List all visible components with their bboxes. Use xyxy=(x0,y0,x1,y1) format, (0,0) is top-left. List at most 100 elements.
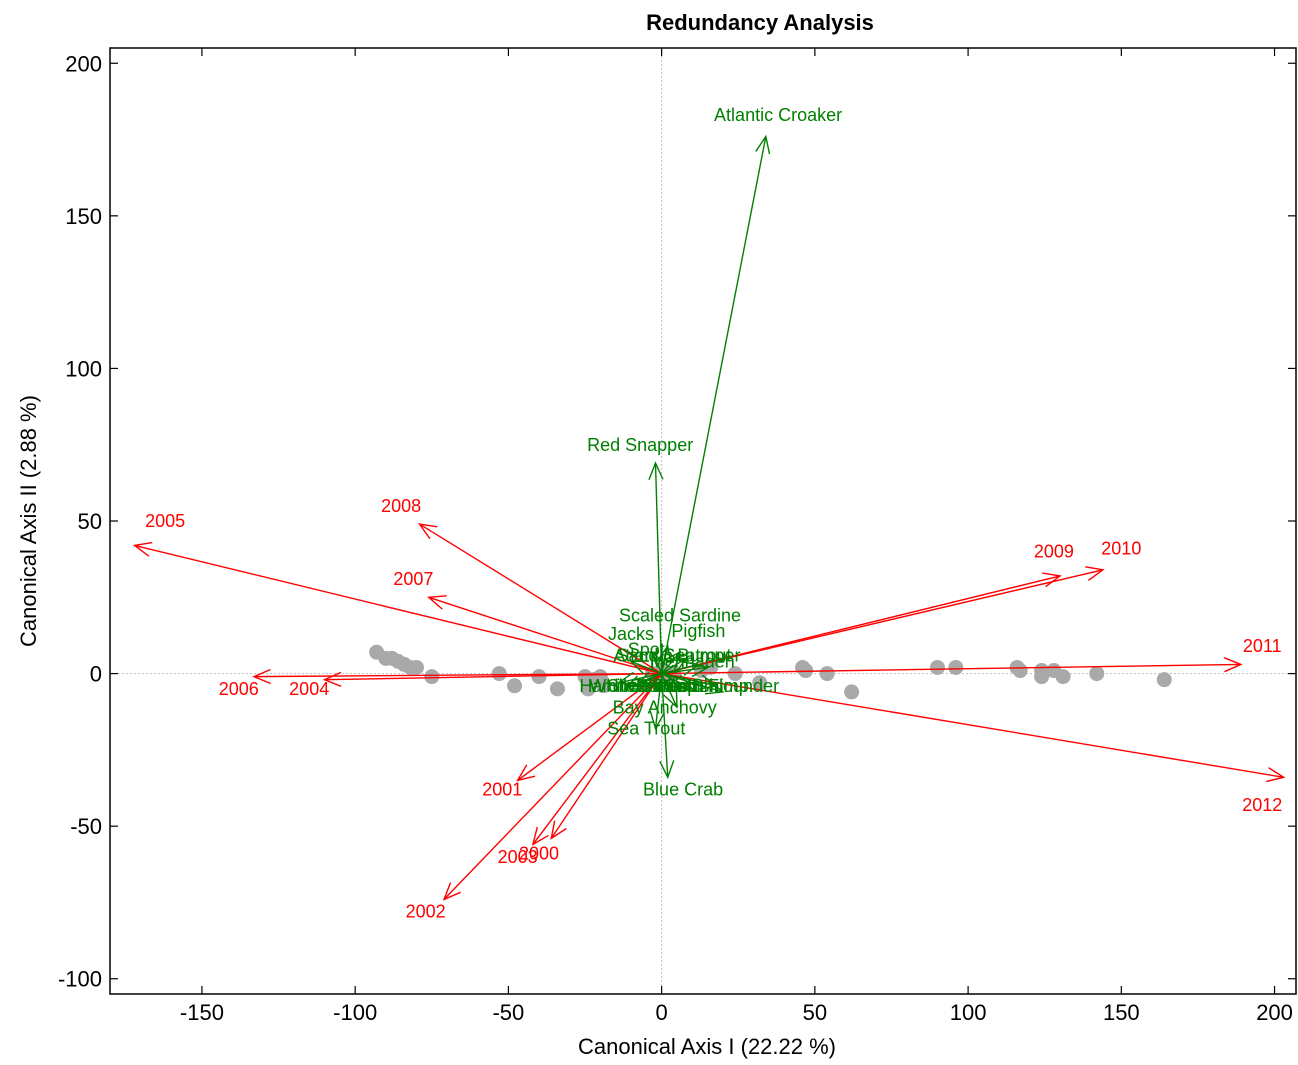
species-vector-arrowhead xyxy=(649,711,665,731)
species-vector-line xyxy=(660,673,669,778)
year-vector-arrowhead xyxy=(322,671,342,688)
chart-title: Redundancy Analysis xyxy=(646,10,874,35)
species-vector-line xyxy=(661,672,693,690)
year-vector-label: 2000 xyxy=(519,844,559,864)
species-vector-arrowhead xyxy=(659,760,675,780)
site-point xyxy=(595,678,611,694)
year-vector-arrowhead xyxy=(516,764,536,782)
site-point xyxy=(844,684,860,700)
species-vector-label: Red Snapper xyxy=(587,435,693,455)
year-vector-line xyxy=(324,672,662,681)
year-vector-arrowhead xyxy=(1085,566,1105,582)
species-vectors-layer: Atlantic Croaker Red Snapper Blue Crab Bay … xyxy=(579,105,842,799)
species-vector-label: Atlantic Bumper xyxy=(613,645,740,665)
species-vector-label: Scaled Sardine xyxy=(619,606,741,626)
y-tick-label: 150 xyxy=(65,204,102,229)
site-point xyxy=(1055,669,1071,685)
x-tick-label: 0 xyxy=(656,1000,668,1025)
site-point xyxy=(408,659,424,675)
species-vector-line xyxy=(654,673,663,729)
year-vector-label: 2010 xyxy=(1101,539,1141,559)
y-tick-label: 50 xyxy=(78,509,102,534)
species-vector-arrowhead xyxy=(704,679,725,695)
species-vector-line xyxy=(624,672,662,690)
year-vector-arrowhead xyxy=(550,820,567,840)
year-vector-arrowhead xyxy=(1266,767,1286,783)
species-vector-label: Blue Crab xyxy=(643,780,723,800)
year-vector-label: 2003 xyxy=(498,847,538,867)
species-vector-arrowhead xyxy=(698,674,719,690)
year-vector-arrowhead xyxy=(132,541,153,557)
species-vector-label: Bay Anchovy xyxy=(613,697,717,717)
year-vector-label: 2012 xyxy=(1242,795,1282,815)
x-tick-label: 200 xyxy=(1256,1000,1293,1025)
site-point xyxy=(727,666,743,682)
species-vector-arrowhead xyxy=(616,671,637,687)
site-point xyxy=(819,666,835,682)
species-vector-label: Spot xyxy=(628,639,665,659)
species-vector-arrowhead xyxy=(648,461,664,481)
species-vector-line xyxy=(661,666,708,675)
species-vector-line xyxy=(661,672,724,693)
x-tick-label: -150 xyxy=(180,1000,224,1025)
year-vector-line xyxy=(254,672,662,678)
year-vector-label: 2011 xyxy=(1243,636,1282,656)
y-tick-label: -50 xyxy=(70,814,102,839)
site-point xyxy=(1012,663,1028,679)
site-point xyxy=(752,675,768,691)
year-vector-label: 2007 xyxy=(393,569,433,589)
species-vector-label: Silver Perch xyxy=(607,676,704,696)
species-vector-label: White Shrimp xyxy=(589,676,697,696)
site-point xyxy=(929,659,945,675)
year-vector-line xyxy=(661,663,1241,675)
year-vector-arrowhead xyxy=(1223,657,1243,673)
species-vector-label: Menhaden xyxy=(650,651,735,671)
year-vector-line xyxy=(550,673,663,839)
site-point xyxy=(424,669,440,685)
site-point xyxy=(1089,666,1105,682)
year-vector-label: 2008 xyxy=(381,496,421,516)
species-vector-line xyxy=(651,651,663,674)
y-tick-label: 200 xyxy=(65,51,102,76)
site-point xyxy=(1034,669,1050,685)
species-vector-arrowhead xyxy=(690,662,710,678)
year-vector-line xyxy=(661,672,1284,779)
x-tick-label: -50 xyxy=(492,1000,524,1025)
y-tick-label: 100 xyxy=(65,356,102,381)
species-vector-line xyxy=(661,657,687,675)
species-vector-line xyxy=(661,663,699,675)
year-vector-arrowhead xyxy=(427,595,447,610)
x-axis-label: Canonical Axis I (22.22 %) xyxy=(578,1034,836,1059)
year-vector-arrowhead xyxy=(252,668,271,685)
year-vector-line xyxy=(419,523,662,675)
species-vector-line xyxy=(618,672,662,684)
year-vector-label: 2009 xyxy=(1034,542,1074,562)
site-point xyxy=(948,659,964,675)
species-vector-line xyxy=(654,462,663,674)
x-tick-label: 150 xyxy=(1103,1000,1140,1025)
species-vector-arrowhead xyxy=(668,657,688,674)
year-vector-arrowhead xyxy=(442,882,461,901)
year-vector-line xyxy=(134,544,662,675)
y-axis-label: Canonical Axis II (2.88 %) xyxy=(16,395,41,647)
species-vector-arrowhead xyxy=(651,650,666,671)
site-point xyxy=(491,666,507,682)
year-vector-line xyxy=(517,673,663,781)
year-vector-arrowhead xyxy=(531,826,549,846)
year-vector-label: 2002 xyxy=(406,902,446,922)
x-tick-label: -100 xyxy=(333,1000,377,1025)
year-vector-line xyxy=(443,673,663,900)
site-point xyxy=(798,663,814,679)
species-vector-line xyxy=(660,673,678,708)
species-vector-label: Pigfish xyxy=(671,621,725,641)
species-vector-label: Sea Trout xyxy=(607,719,685,739)
year-vector-line xyxy=(661,569,1104,675)
site-point xyxy=(507,678,523,694)
species-vector-arrowhead xyxy=(629,660,649,675)
site-point xyxy=(549,681,565,697)
species-vector-arrowhead xyxy=(755,134,771,155)
species-vector-label: Southern Flounder xyxy=(630,676,779,696)
species-vector-line xyxy=(661,651,681,675)
